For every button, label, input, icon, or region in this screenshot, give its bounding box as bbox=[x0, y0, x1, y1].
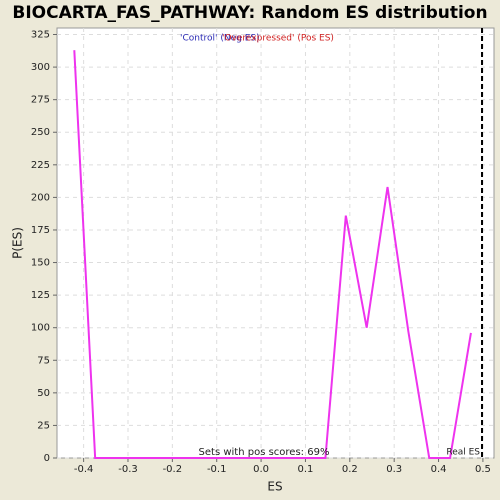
y-tick-label: 200 bbox=[31, 192, 50, 203]
legend-entry: 'Control' (Neg ES) bbox=[180, 34, 260, 44]
plot-area bbox=[56, 27, 495, 459]
y-tick-label: 175 bbox=[31, 225, 50, 236]
y-tick-label: 325 bbox=[31, 30, 50, 41]
x-tick-label: -0.1 bbox=[207, 464, 227, 475]
y-tick-label: 50 bbox=[37, 388, 50, 399]
series-line bbox=[73, 50, 472, 459]
x-tick-label: -0.4 bbox=[74, 464, 94, 475]
y-tick-label: 225 bbox=[31, 160, 50, 171]
y-tick-label: 25 bbox=[37, 420, 50, 431]
x-tick-label: 0.5 bbox=[475, 464, 491, 475]
legend-entry: 'Overexpressed' (Pos ES) bbox=[222, 34, 334, 44]
y-tick-label: 250 bbox=[31, 127, 50, 138]
y-tick-label: 275 bbox=[31, 95, 50, 106]
chart-title: BIOCARTA_FAS_PATHWAY: Random ES distribu… bbox=[12, 3, 487, 23]
x-tick-label: 0.2 bbox=[342, 464, 358, 475]
y-tick-label: 100 bbox=[31, 323, 50, 334]
x-tick-label: 0.3 bbox=[386, 464, 402, 475]
x-axis-label: ES bbox=[267, 480, 282, 494]
y-tick-label: 0 bbox=[44, 453, 50, 464]
x-tick-label: 0.1 bbox=[297, 464, 313, 475]
y-tick-label: 75 bbox=[37, 355, 50, 366]
y-tick-label: 150 bbox=[31, 258, 50, 269]
y-axis-label: P(ES) bbox=[11, 227, 25, 259]
y-tick-label: 125 bbox=[31, 290, 50, 301]
annotation: Sets with pos scores: 69% bbox=[199, 447, 330, 458]
y-tick-label: 300 bbox=[31, 62, 50, 73]
x-tick-label: 0.0 bbox=[253, 464, 269, 475]
x-tick-label: -0.3 bbox=[118, 464, 138, 475]
real-es-label: Real ES bbox=[446, 448, 480, 458]
x-tick-label: 0.4 bbox=[431, 464, 447, 475]
x-tick-label: -0.2 bbox=[163, 464, 183, 475]
